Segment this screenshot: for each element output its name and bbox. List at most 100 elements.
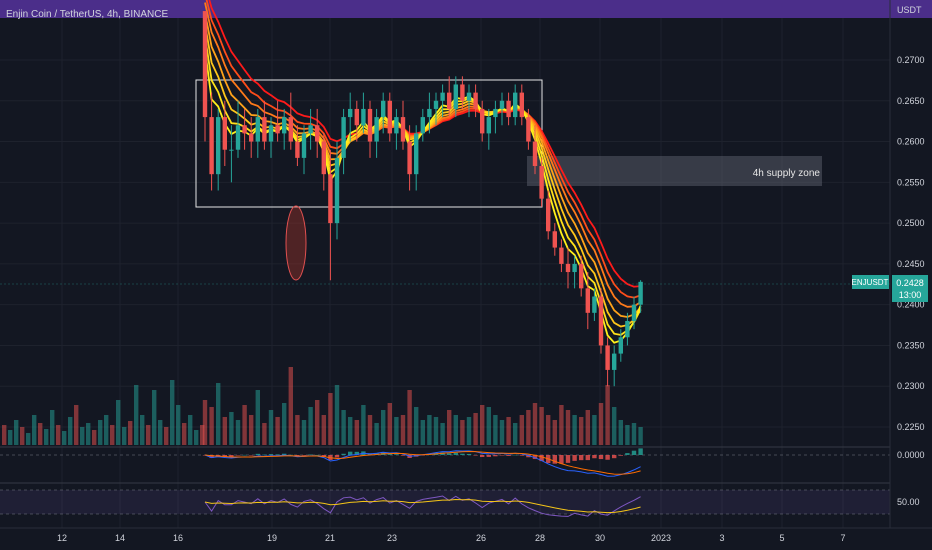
- volume-bar: [354, 420, 359, 445]
- volume-bar: [625, 425, 630, 445]
- macd-hist-bar: [222, 455, 227, 457]
- x-tick-label: 5: [779, 533, 784, 543]
- volume-bar: [559, 405, 564, 445]
- x-tick-label: 28: [535, 533, 545, 543]
- macd-hist-bar: [447, 453, 452, 455]
- volume-bar: [288, 367, 293, 445]
- volume-bar: [202, 400, 208, 445]
- volume-bar: [585, 410, 590, 445]
- volume-bar: [216, 383, 221, 445]
- volume-bar: [539, 407, 544, 445]
- volume-bar: [631, 423, 637, 445]
- volume-bar: [44, 429, 49, 445]
- volume-bar: [334, 385, 340, 445]
- volume-bar: [68, 417, 73, 445]
- macd-hist-bar: [519, 455, 524, 456]
- x-tick-label: 30: [595, 533, 605, 543]
- candle-body: [229, 149, 234, 151]
- volume-bar: [229, 412, 234, 445]
- volume-bar: [26, 433, 31, 445]
- macd-hist-bar: [638, 448, 643, 455]
- currency-label: USDT: [897, 5, 922, 15]
- supply-zone: 4h supply zone: [527, 156, 822, 186]
- macd-hist-bar: [559, 455, 564, 464]
- top-highlight-band: [0, 0, 890, 18]
- volume-bar: [519, 415, 524, 445]
- macd-hist-bar: [387, 454, 392, 455]
- volume-bar: [255, 390, 260, 445]
- macd-hist-bar: [532, 455, 538, 460]
- macd-hist-bar: [579, 455, 584, 461]
- volume-bar: [493, 415, 498, 445]
- volume-bar: [381, 410, 386, 445]
- volume-bar: [546, 415, 551, 445]
- candle-body: [367, 108, 373, 142]
- volume-bar: [74, 405, 79, 445]
- macd-hist-bar: [301, 455, 307, 456]
- volume-bar: [387, 403, 392, 445]
- x-tick-label: 26: [476, 533, 486, 543]
- candle-body: [315, 125, 320, 142]
- volume-bar: [414, 407, 419, 445]
- candle-body: [433, 100, 439, 109]
- candle-body: [625, 320, 630, 338]
- volume-bar: [209, 407, 214, 445]
- candle-body: [605, 345, 610, 370]
- candle-body: [618, 337, 623, 354]
- volume-bar: [612, 407, 617, 445]
- macd-hist-bar: [288, 454, 293, 456]
- macd-hist-bar: [255, 453, 260, 455]
- volume-bar: [275, 417, 280, 445]
- macd-hist-bar: [612, 455, 617, 459]
- macd-zero-label: 0.0000: [897, 450, 925, 460]
- candle-body: [348, 108, 353, 118]
- macd-hist-bar: [354, 451, 359, 455]
- volume-bar: [308, 407, 313, 445]
- volume-bar: [92, 430, 97, 445]
- candle-body: [493, 108, 498, 118]
- macd-hist-bar: [466, 453, 472, 455]
- price-axis: USDT 0.2700 0.2650 0.2600 0.2550 0.2500 0.245…: [852, 0, 932, 528]
- macd-hist-bar: [242, 454, 247, 456]
- macd-hist-bar: [209, 455, 214, 458]
- volume-bar: [407, 390, 412, 445]
- candle-body: [612, 353, 617, 370]
- macd-hist-bar: [341, 453, 346, 455]
- volume-bar: [20, 427, 25, 445]
- volume-bar: [295, 415, 300, 445]
- candle-body: [334, 157, 340, 224]
- candle-body: [341, 117, 346, 158]
- x-tick-label: 7: [840, 533, 845, 543]
- macd-hist-bar: [506, 455, 511, 456]
- macd-hist-bar: [585, 455, 590, 461]
- candle-body: [513, 92, 518, 118]
- volume-bar: [532, 403, 538, 445]
- macd-hist-bar: [229, 455, 234, 457]
- time-axis: 12 14 16 19 21 23 26 28 30 2023 3 5 7: [0, 527, 932, 543]
- macd-hist-bar: [625, 453, 630, 455]
- volume-bar: [152, 390, 157, 445]
- macd-hist-bar: [216, 455, 221, 457]
- volume-bar: [158, 420, 163, 445]
- macd-hist-bar: [460, 453, 465, 455]
- candle-body: [328, 174, 333, 224]
- volume-bar: [140, 415, 145, 445]
- candle-body: [460, 84, 465, 101]
- candle-body: [466, 92, 472, 101]
- supply-zone-label: 4h supply zone: [753, 168, 821, 179]
- volume-bar: [262, 423, 267, 445]
- volume-bar: [194, 430, 199, 445]
- x-tick-label: 19: [267, 533, 277, 543]
- macd-hist-bar: [539, 455, 544, 462]
- candle-body: [420, 117, 425, 134]
- volume-bar: [400, 415, 406, 445]
- y-tick-label: 0.2700: [897, 55, 925, 65]
- macd-hist-bar: [334, 455, 340, 458]
- volume-bar: [86, 423, 91, 445]
- macd-hist-bar: [275, 454, 280, 455]
- y-tick-label: 0.2400: [897, 300, 925, 310]
- macd-hist-bar: [295, 455, 300, 457]
- candle-body: [255, 117, 260, 142]
- volume-bar: [80, 427, 85, 445]
